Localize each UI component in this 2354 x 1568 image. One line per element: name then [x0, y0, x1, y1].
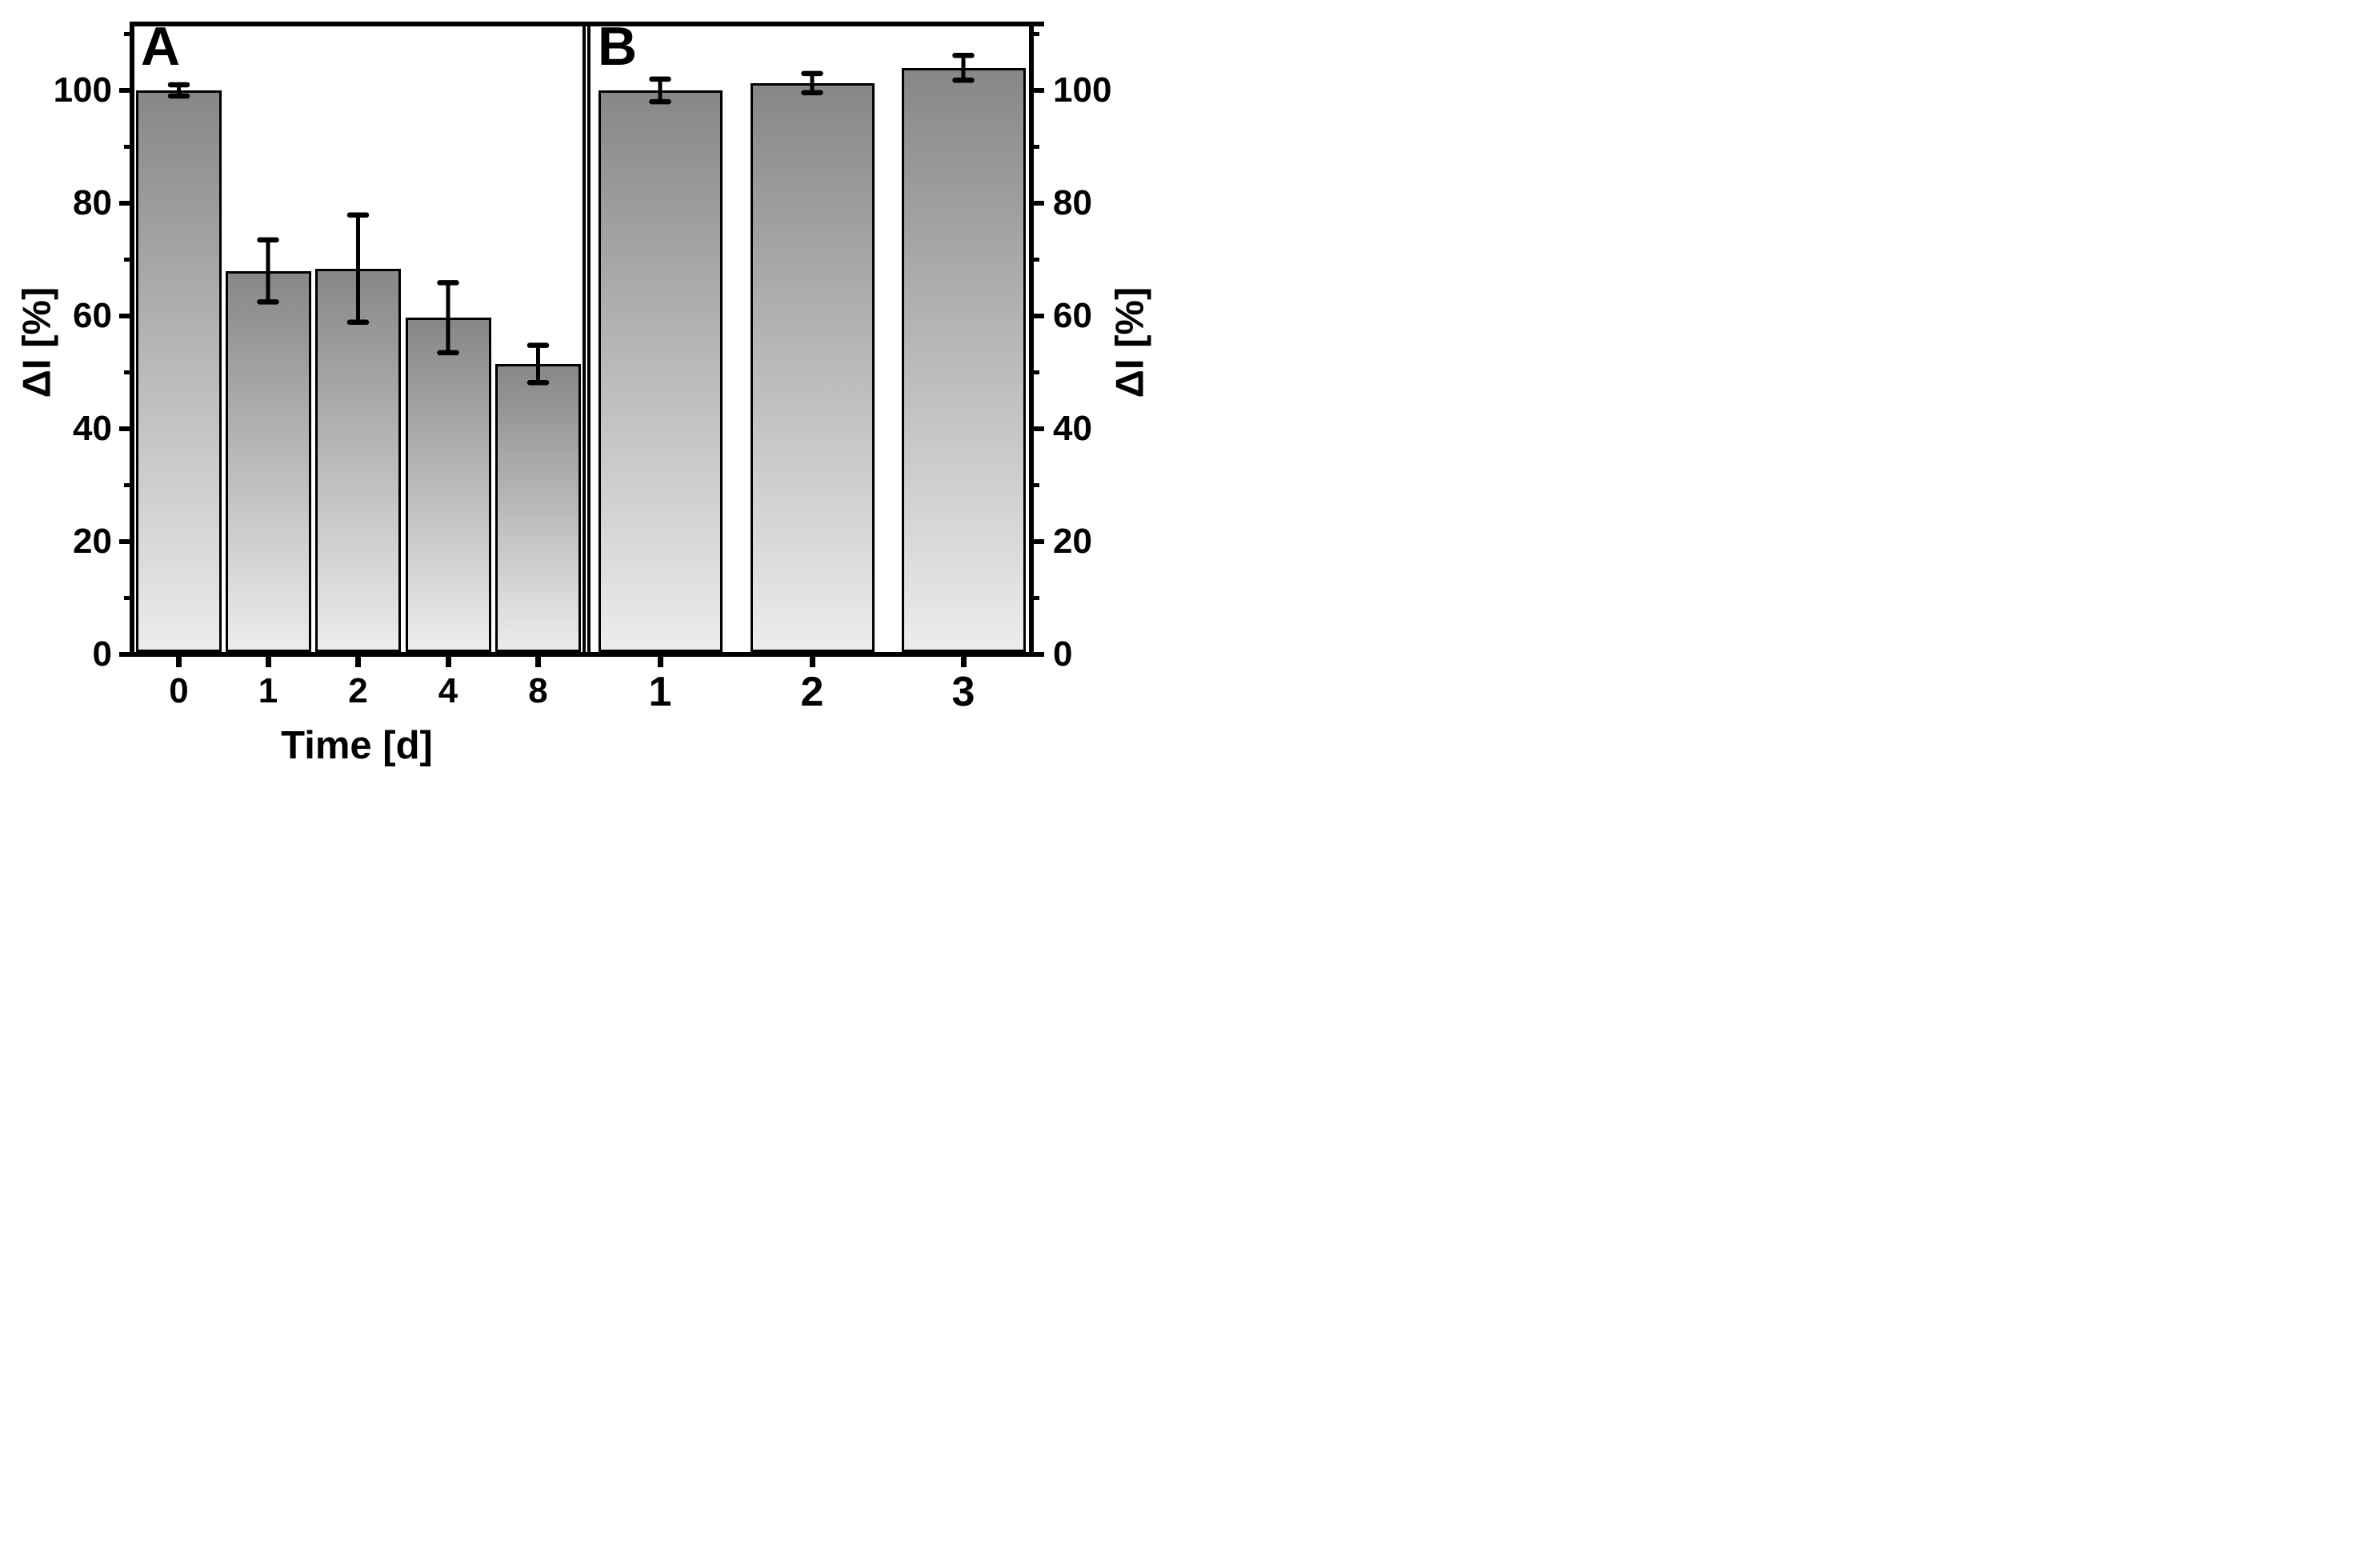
left-y-tick-label-100: 100: [53, 70, 112, 110]
x-tick-panelB-1: [657, 657, 663, 667]
x-tick-label-panelA-0: 0: [169, 671, 189, 710]
x-tick-panelA-8: [535, 657, 541, 667]
right-y-tick-label-20: 20: [1053, 522, 1092, 561]
bar-panelA-1: [225, 270, 311, 652]
right-y-minor-tick-70: [1034, 258, 1039, 262]
x-tick-panelA-4: [445, 657, 451, 667]
left-y-minor-tick-110: [124, 32, 130, 36]
left-y-minor-tick-70: [124, 258, 130, 262]
left-y-major-tick-100: [119, 88, 130, 93]
right-y-tick-label-100: 100: [1053, 70, 1112, 110]
left-y-tick-label-60: 60: [73, 296, 112, 335]
figure: A B ΔI [%] ΔI [%] Time [d] 0 1 2 4 8 1 2 3 0 0 20 2…: [0, 0, 1177, 784]
x-tick-panelA-0: [176, 657, 182, 667]
right-y-major-tick-40: [1034, 426, 1044, 431]
right-y-minor-tick-90: [1034, 145, 1039, 149]
right-spine: [1029, 22, 1034, 657]
bar-panelA-8: [495, 363, 581, 652]
bar-panelA-0: [136, 90, 222, 652]
left-y-tick-label-40: 40: [73, 409, 112, 448]
x-axis-title: Time [d]: [281, 724, 433, 767]
panel-divider-right: [587, 22, 591, 657]
right-y-tick-label-0: 0: [1053, 634, 1073, 674]
bar-panelA-2: [315, 268, 401, 652]
bar-panelB-1: [598, 90, 723, 652]
bar-panelB-3: [901, 67, 1026, 652]
right-y-tick-label-60: 60: [1053, 296, 1092, 335]
x-tick-label-panelB-1: 1: [648, 669, 672, 715]
x-tick-panelA-1: [265, 657, 271, 667]
left-y-minor-tick-90: [124, 145, 130, 149]
left-y-minor-tick-10: [124, 596, 130, 600]
left-y-tick-label-80: 80: [73, 183, 112, 222]
bottom-spine: [130, 652, 1044, 657]
right-y-tick-label-80: 80: [1053, 183, 1092, 222]
right-y-minor-tick-50: [1034, 370, 1039, 374]
right-y-major-tick-0: [1034, 652, 1044, 657]
x-tick-panelB-3: [960, 657, 967, 667]
x-tick-panelA-2: [355, 657, 361, 667]
x-tick-panelB-2: [809, 657, 815, 667]
right-y-minor-tick-30: [1034, 483, 1039, 487]
left-y-tick-label-20: 20: [73, 522, 112, 561]
left-y-major-tick-40: [119, 426, 130, 431]
x-tick-label-panelA-1: 1: [258, 671, 278, 710]
left-y-minor-tick-30: [124, 483, 130, 487]
x-tick-label-panelA-4: 4: [438, 671, 458, 710]
left-y-major-tick-60: [119, 314, 130, 318]
x-tick-label-panelB-3: 3: [951, 669, 975, 715]
right-y-major-tick-20: [1034, 539, 1044, 544]
right-y-minor-tick-10: [1034, 596, 1039, 600]
left-y-tick-label-0: 0: [92, 634, 112, 674]
left-y-major-tick-20: [119, 539, 130, 544]
panel-a-label: A: [141, 16, 181, 77]
left-y-major-tick-80: [119, 201, 130, 206]
right-y-minor-tick-110: [1034, 32, 1039, 36]
left-y-major-tick-0: [119, 652, 130, 657]
right-y-major-tick-100: [1034, 88, 1044, 93]
right-y-major-tick-60: [1034, 314, 1044, 318]
left-y-minor-tick-50: [124, 370, 130, 374]
bar-panelB-2: [750, 82, 875, 652]
x-tick-label-panelA-8: 8: [528, 671, 548, 710]
panel-divider-left: [582, 22, 586, 657]
top-spine: [130, 22, 1044, 26]
bar-panelA-4: [405, 318, 491, 652]
right-y-tick-label-40: 40: [1053, 409, 1092, 448]
x-tick-label-panelA-2: 2: [348, 671, 368, 710]
x-tick-label-panelB-2: 2: [800, 669, 824, 715]
left-spine: [130, 22, 134, 657]
right-y-major-tick-80: [1034, 201, 1044, 206]
panel-b-label: B: [598, 16, 638, 77]
